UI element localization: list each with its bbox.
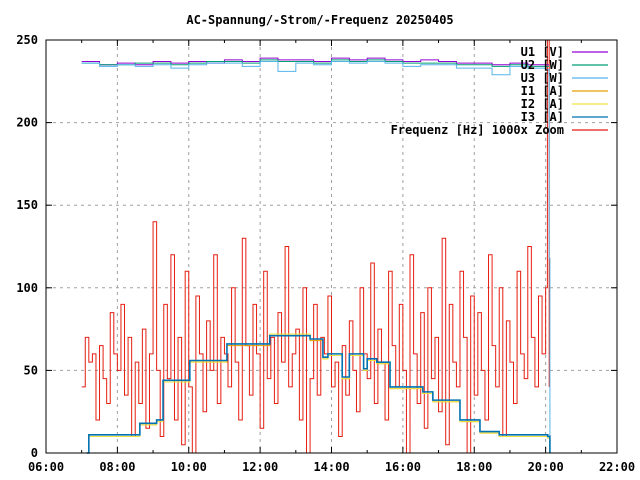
chart-title: AC-Spannung/-Strom/-Frequenz 20250405 — [186, 13, 453, 27]
series-line-i2-a — [86, 333, 551, 454]
y-tick-label: 150 — [16, 198, 38, 212]
x-tick-label: 16:00 — [385, 460, 421, 474]
x-tick-label: 18:00 — [456, 460, 492, 474]
plot-border — [45, 39, 618, 454]
series-line-u1-v — [81, 57, 550, 66]
series-line-frequenz-hz-1000x-zoom — [81, 39, 550, 454]
x-tick-label: 12:00 — [242, 460, 278, 474]
plot-area — [81, 39, 551, 454]
series-line-u3-w — [81, 60, 551, 453]
x-tick-label: 22:00 — [599, 460, 635, 474]
series-line-u2-w — [81, 59, 550, 67]
legend-label: Frequenz [Hz] 1000x Zoom — [391, 123, 564, 137]
legend-label: I1 [A] — [521, 84, 564, 98]
x-tick-label: 10:00 — [171, 460, 207, 474]
y-tick-label: 0 — [31, 446, 38, 460]
x-tick-label: 14:00 — [313, 460, 349, 474]
y-tick-label: 250 — [16, 33, 38, 47]
x-tick-label: 08:00 — [99, 460, 135, 474]
legend: U1 [V]U2 [W]U3 [W]I1 [A]I2 [A]I3 [A]Freq… — [391, 45, 608, 137]
y-tick-label: 100 — [16, 281, 38, 295]
legend-label: I3 [A] — [521, 110, 564, 124]
ticks: 06:00 08:00 10:00 12:00 14:00 16:00 18:00 20:00… — [16, 33, 635, 474]
legend-label: I2 [A] — [521, 97, 564, 111]
legend-label: U3 [W] — [521, 71, 564, 85]
legend-label: U2 [W] — [521, 58, 564, 72]
x-tick-label: 06:00 — [28, 460, 64, 474]
y-tick-label: 50 — [24, 363, 38, 377]
x-tick-label: 20:00 — [528, 460, 564, 474]
legend-label: U1 [V] — [521, 45, 564, 59]
y-tick-label: 200 — [16, 116, 38, 130]
series-line-i3-a — [86, 334, 551, 454]
